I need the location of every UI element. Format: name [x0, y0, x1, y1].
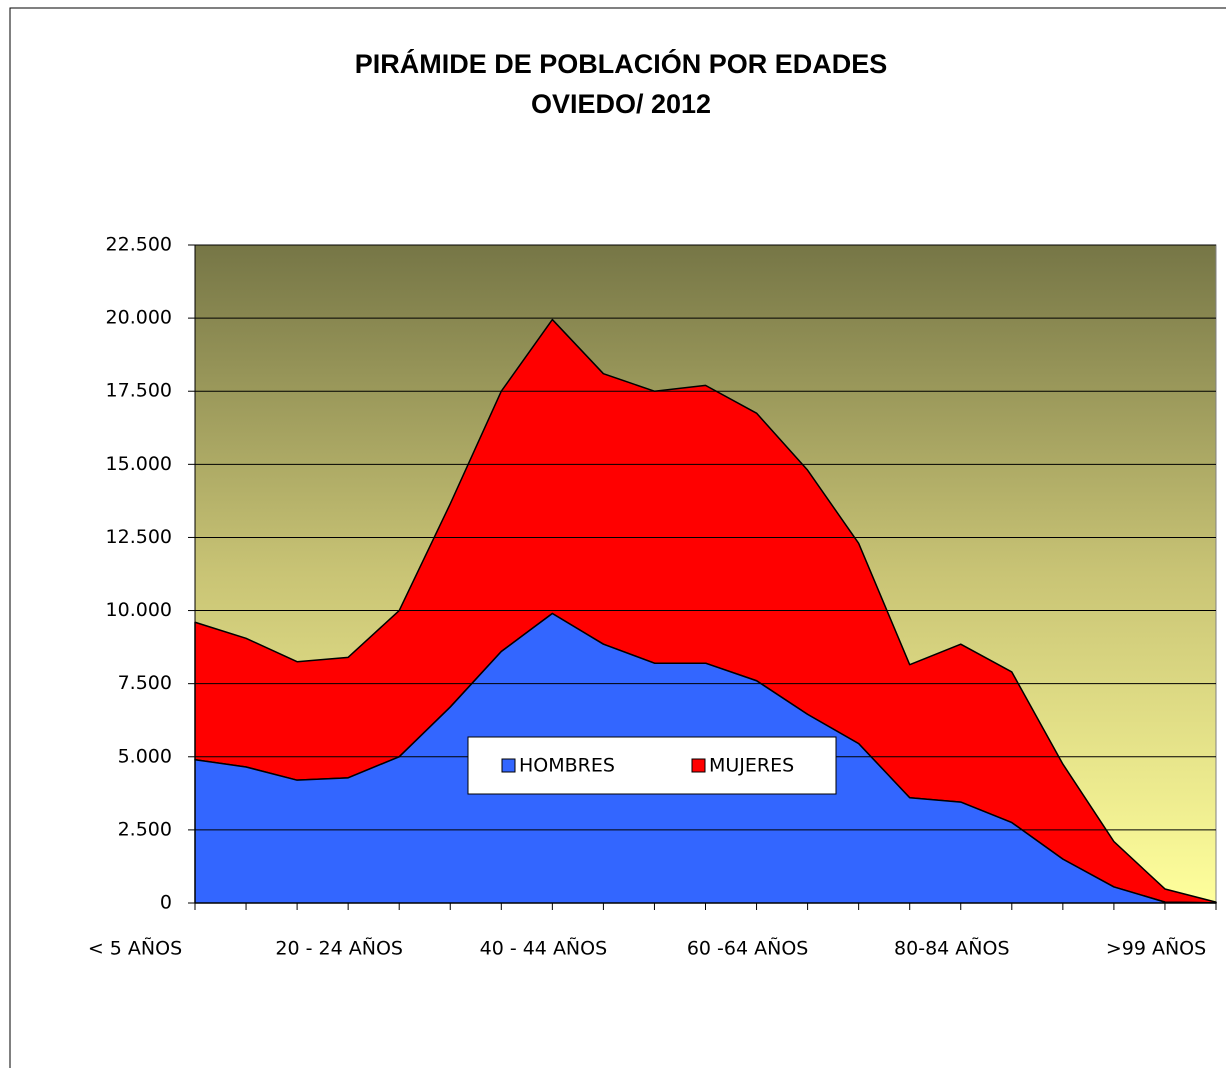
x-tick-label: 20 - 24 AÑOS — [275, 937, 403, 960]
legend-swatch — [501, 758, 516, 773]
legend-swatch — [691, 758, 706, 773]
y-tick-label: 10.000 — [106, 599, 172, 621]
x-tick-label: < 5 AÑOS — [88, 937, 182, 960]
x-tick-label: >99 AÑOS — [1106, 937, 1206, 960]
y-tick-label: 0 — [160, 892, 172, 914]
legend-label: HOMBRES — [519, 755, 615, 777]
x-tick-label: 60 -64 AÑOS — [687, 937, 809, 960]
y-tick-label: 17.500 — [106, 380, 172, 402]
y-tick-label: 12.500 — [106, 526, 172, 548]
y-tick-label: 2.500 — [118, 818, 172, 840]
y-tick-label: 7.500 — [118, 672, 172, 694]
y-tick-label: 5.000 — [118, 745, 172, 767]
y-tick-label: 20.000 — [106, 307, 172, 329]
legend: HOMBRES MUJERES — [467, 736, 837, 795]
legend-label: MUJERES — [709, 755, 794, 777]
y-tick-label: 15.000 — [106, 453, 172, 475]
x-tick-label: 40 - 44 AÑOS — [480, 937, 608, 960]
chart-subtitle: OVIEDO/ 2012 — [531, 89, 711, 119]
y-tick-label: 22.500 — [106, 234, 172, 256]
x-tick-label: 80-84 AÑOS — [894, 937, 1009, 960]
chart-title: PIRÁMIDE DE POBLACIÓN POR EDADES — [355, 48, 888, 79]
legend-box — [467, 736, 837, 795]
